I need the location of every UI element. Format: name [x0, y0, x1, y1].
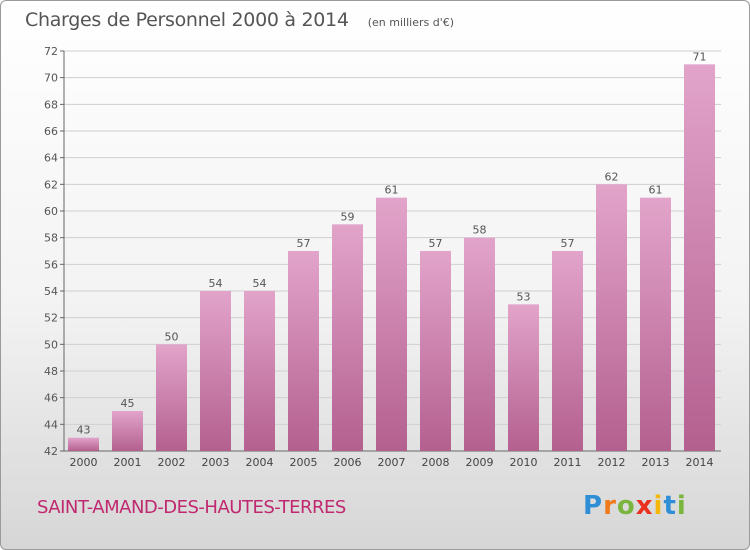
logo-letter: i [653, 491, 664, 521]
chart-title: Charges de Personnel 2000 à 2014 [25, 9, 349, 31]
logo-letter: r [603, 491, 617, 521]
x-tick-label-2007: 2007 [378, 456, 406, 469]
bar-2004 [244, 291, 275, 451]
y-tick-label: 54 [44, 285, 58, 298]
bar-2001 [112, 411, 143, 451]
data-label-2008: 57 [429, 237, 443, 250]
x-tick-label-2008: 2008 [422, 456, 450, 469]
chart-subtitle: (en milliers d'€) [367, 16, 455, 29]
x-tick-label-2011: 2011 [554, 456, 582, 469]
y-tick-label: 70 [44, 72, 58, 85]
y-tick-label: 64 [44, 152, 58, 165]
logo-letter: x [635, 491, 654, 521]
bar-2013 [640, 197, 671, 451]
data-label-2014: 71 [693, 50, 707, 63]
proxiti-logo: Proxiti [583, 491, 687, 521]
logo-letter: i [676, 491, 687, 521]
bar-2012 [596, 184, 627, 452]
bar-2007 [376, 197, 407, 451]
data-label-2009: 58 [473, 224, 487, 237]
y-tick-label: 42 [44, 445, 58, 458]
x-tick-label-2002: 2002 [158, 456, 186, 469]
y-tick-label: 48 [44, 365, 58, 378]
y-tick-label: 56 [44, 258, 58, 271]
y-tick-label: 62 [44, 178, 58, 191]
bar-2002 [156, 344, 187, 451]
bar-2005 [288, 251, 319, 451]
data-label-2013: 61 [649, 184, 663, 197]
bar-2011 [552, 251, 583, 451]
x-tick-label-2014: 2014 [686, 456, 714, 469]
data-label-2006: 59 [341, 210, 355, 223]
chart-header: Charges de Personnel 2000 à 2014 (en mil… [25, 9, 454, 31]
bars [68, 64, 715, 452]
data-label-2005: 57 [297, 237, 311, 250]
bar-2010 [508, 304, 539, 451]
logo-letter: t [663, 491, 677, 521]
bar-2008 [420, 251, 451, 451]
data-label-2010: 53 [517, 290, 531, 303]
data-label-2000: 43 [77, 424, 91, 437]
x-tick-label-2001: 2001 [114, 456, 142, 469]
x-tick-label-2004: 2004 [246, 456, 274, 469]
data-label-2001: 45 [121, 397, 135, 410]
y-tick-label: 50 [44, 338, 58, 351]
x-tick-label-2006: 2006 [334, 456, 362, 469]
y-tick-label: 66 [44, 125, 58, 138]
x-tick-label-2010: 2010 [510, 456, 538, 469]
x-tick-label-2000: 2000 [70, 456, 98, 469]
logo-letter: o [616, 491, 636, 521]
y-tick-label: 44 [44, 418, 58, 431]
commune-name: SAINT-AMAND-DES-HAUTES-TERRES [37, 497, 346, 518]
bar-2014 [684, 64, 715, 452]
logo-letter: P [583, 491, 604, 521]
data-label-2007: 61 [385, 184, 399, 197]
data-label-2003: 54 [209, 277, 223, 290]
bar-2000 [68, 437, 99, 451]
y-tick-label: 58 [44, 232, 58, 245]
labels: 43 2000 45 2001 50 2002 54 2003 54 2004 57 2005 59 20… [70, 50, 714, 469]
y-tick-label: 52 [44, 312, 58, 325]
data-label-2011: 57 [561, 237, 575, 250]
x-tick-label-2005: 2005 [290, 456, 318, 469]
data-label-2012: 62 [605, 170, 619, 183]
x-tick-label-2013: 2013 [642, 456, 670, 469]
bar-2009 [464, 237, 495, 451]
x-tick-label-2012: 2012 [598, 456, 626, 469]
x-tick-label-2003: 2003 [202, 456, 230, 469]
y-tick-label: 72 [44, 45, 58, 58]
x-tick-label-2009: 2009 [466, 456, 494, 469]
y-tick-label: 46 [44, 392, 58, 405]
bar-2003 [200, 291, 231, 451]
y-tick-label: 68 [44, 98, 58, 111]
y-tick-label: 60 [44, 205, 58, 218]
data-label-2002: 50 [165, 330, 179, 343]
bar-2006 [332, 224, 363, 451]
data-label-2004: 54 [253, 277, 267, 290]
